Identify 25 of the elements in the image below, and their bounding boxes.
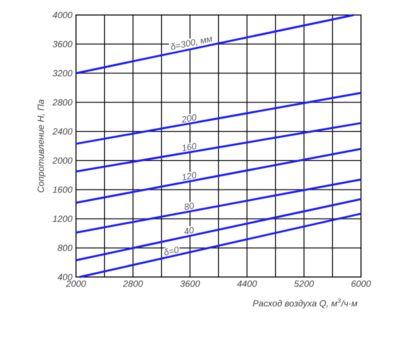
- x-axis-title: Расход воздуха Q, м$^{3}$/ч·м: [252, 298, 358, 308]
- y-tick-label: 2400: [52, 128, 72, 135]
- y-tick-label: 4000: [52, 12, 72, 18]
- x-tick-label: 6000: [352, 280, 371, 287]
- text: δ=300, мм: [171, 36, 212, 50]
- y-tick-label: 2800: [52, 99, 72, 106]
- y-tick-label: 3200: [52, 70, 72, 76]
- y-tick-label: 1200: [52, 216, 72, 222]
- x-tick-label: 2800: [122, 280, 143, 287]
- x-tick-label: 5200: [294, 280, 314, 287]
- x-tick-label: 3600: [180, 280, 200, 287]
- y-tick-label: 3600: [52, 40, 72, 48]
- y-tick-label: 2000: [52, 157, 72, 164]
- text: 200: [182, 114, 196, 123]
- text: 40: [184, 226, 194, 234]
- text: δ=0: [164, 246, 179, 256]
- y-tick-label: 400: [58, 274, 72, 280]
- x-tick-label: 2000: [66, 280, 86, 287]
- x-tick-label: 4400: [237, 280, 257, 287]
- text: 120: [182, 172, 196, 181]
- y-tick-label: 1600: [52, 186, 72, 193]
- y-tick-label: 800: [58, 244, 72, 252]
- y-axis-title: Сопротивление Н, Па: [38, 100, 46, 192]
- text: 160: [182, 142, 196, 152]
- text: 80: [184, 202, 194, 210]
